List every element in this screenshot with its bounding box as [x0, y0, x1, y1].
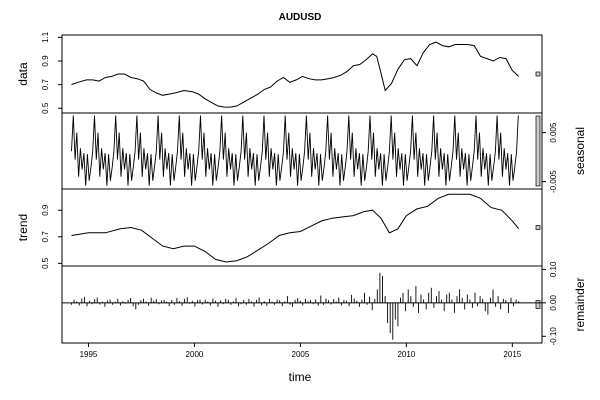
scale-bar-data [535, 71, 541, 77]
y-tick-label-data: 0.9 [41, 55, 50, 67]
scale-bar-trend [535, 225, 541, 230]
y-tick-label-data: 0.5 [41, 102, 50, 114]
panel-frame-data [61, 34, 543, 114]
y-tick-label-trend: 0.7 [41, 231, 50, 243]
y-tick-label-trend: 0.9 [41, 204, 50, 216]
panel-label-remainder: remainder [573, 277, 587, 331]
y-tick-label-remainder: 0.00 [549, 294, 558, 310]
panel-frame-seasonal [61, 112, 543, 190]
y-tick-label-remainder: -0.10 [549, 327, 558, 346]
series-line-seasonal [71, 115, 519, 186]
panel-frame-trend [61, 188, 543, 267]
x-axis: 1995 2000 2005 2010 2015 [80, 343, 522, 359]
panel-data: 0.5 0.7 0.9 1.1 data [16, 31, 543, 114]
y-tick-label-seasonal: -0.005 [549, 170, 558, 193]
panel-label-data: data [16, 62, 30, 86]
y-tick-label-remainder: 0.10 [549, 261, 558, 277]
scale-bar-remainder [535, 300, 541, 309]
x-tick-label: 2005 [292, 350, 310, 359]
x-tick-label: 2010 [397, 350, 415, 359]
chart-title: AUDUSD [279, 12, 322, 23]
series-line-data [71, 41, 520, 108]
x-tick-label: 2000 [186, 350, 204, 359]
y-tick-label-data: 1.1 [41, 31, 50, 43]
panel-remainder: -0.10 0.00 0.10 remainder [61, 261, 587, 346]
panel-trend: 0.5 0.7 0.9 trend [16, 188, 543, 269]
y-tick-label-trend: 0.5 [41, 257, 50, 269]
panel-seasonal: -0.005 0.005 seasonal [61, 112, 587, 193]
scale-bar-seasonal [535, 115, 541, 187]
x-tick-label: 1995 [80, 350, 98, 359]
panel-label-seasonal: seasonal [573, 127, 587, 175]
panel-frame-remainder [61, 265, 543, 344]
x-tick-label: 2015 [503, 350, 521, 359]
y-tick-label-data: 0.7 [41, 79, 50, 91]
panel-label-trend: trend [16, 214, 30, 241]
y-tick-label-seasonal: 0.005 [549, 122, 558, 143]
x-axis-label: time [289, 370, 312, 384]
series-line-trend [71, 193, 520, 263]
